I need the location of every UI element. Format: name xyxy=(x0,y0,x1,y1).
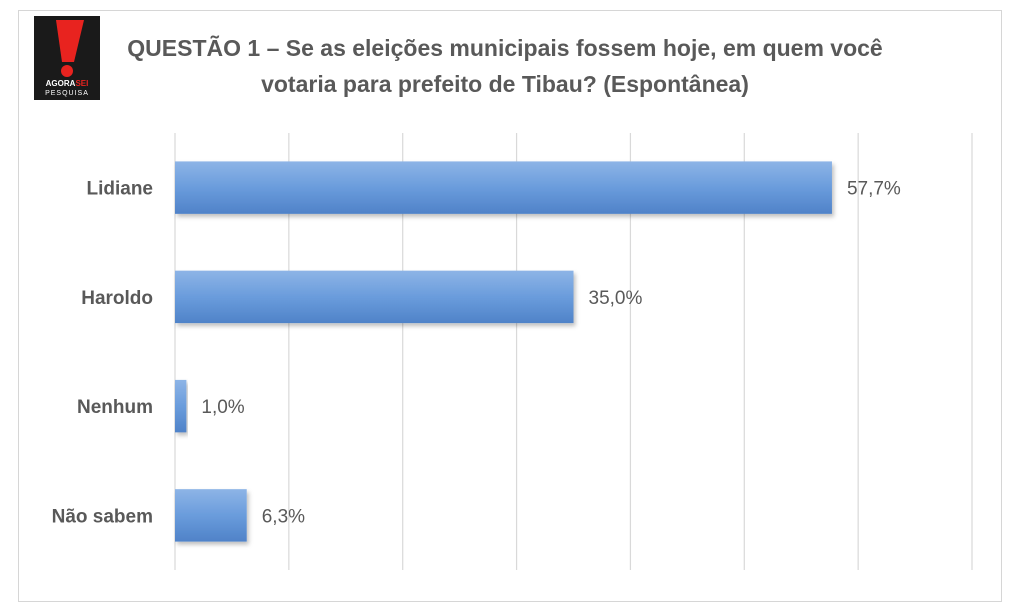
bar xyxy=(175,270,574,324)
category-labels: Lidiane Haroldo Nenhum Não sabem xyxy=(52,179,153,528)
chart-title: QUESTÃO 1 – Se as eleições municipais fo… xyxy=(110,30,900,102)
data-labels: 57,7% 35,0% 1,0% 6,3% xyxy=(201,179,901,528)
chart-title-line-2: votaria para prefeito de Tibau? (Espontâ… xyxy=(261,71,749,97)
data-label: 57,7% xyxy=(847,179,901,200)
agorasei-logo: AGORASEI PESQUISA xyxy=(34,16,100,100)
category-label: Nenhum xyxy=(77,397,153,418)
svg-text:PESQUISA: PESQUISA xyxy=(45,90,89,97)
bar xyxy=(175,379,187,433)
category-label: Haroldo xyxy=(81,288,153,309)
bar xyxy=(175,489,247,542)
bar xyxy=(175,161,832,214)
data-label: 6,3% xyxy=(262,506,305,527)
category-label: Lidiane xyxy=(86,179,153,200)
data-label: 1,0% xyxy=(201,397,244,418)
category-label: Não sabem xyxy=(52,506,153,527)
chart-title-line-1: QUESTÃO 1 – Se as eleições municipais fo… xyxy=(127,35,883,61)
data-label: 35,0% xyxy=(589,288,643,309)
bars xyxy=(175,161,832,542)
svg-text:AGORASEI: AGORASEI xyxy=(46,79,89,88)
